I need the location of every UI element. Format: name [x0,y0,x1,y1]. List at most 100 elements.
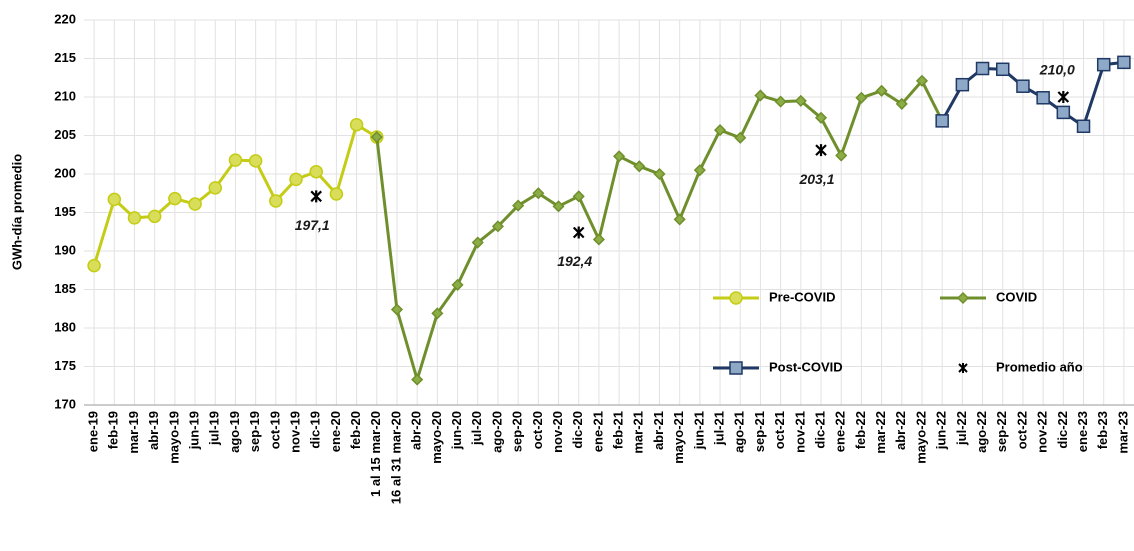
data-label: 203,1 [798,171,834,187]
point [975,61,990,76]
x-tick-label: ago-20 [489,411,504,453]
point [673,213,686,226]
legend-label: COVID [996,289,1037,304]
x-tick-label: ago-22 [974,411,989,453]
y-tick-label: 195 [54,204,76,219]
point [855,91,868,104]
data-label: 192,4 [557,253,592,269]
point [955,77,970,92]
x-tick-label: ene-21 [590,411,605,452]
x-tick-label: sep-20 [510,411,525,452]
y-tick-label: 200 [54,165,76,180]
x-tick-label: oct-20 [530,411,545,449]
point [875,84,888,97]
point [754,89,767,102]
average-marker [310,190,322,203]
x-tick-label: jun-22 [934,411,949,450]
x-tick-label: feb-21 [611,411,626,449]
x-tick-label: sep-22 [994,411,1009,452]
point [532,187,545,200]
point [572,190,585,203]
point [693,164,706,177]
x-tick-label: jun-19 [186,411,201,450]
point [471,236,484,249]
x-tick-label: mayo-20 [429,411,444,464]
x-tick-label: ene-23 [1075,411,1090,452]
x-tick-label: feb-23 [1095,411,1110,449]
point [613,150,626,163]
legend-label: Promedio año [996,359,1083,374]
y-tick-label: 190 [54,242,76,257]
average-marker [1057,91,1070,103]
point [734,131,747,144]
x-tick-label: jul-21 [711,411,726,446]
x-tick-label: jul-20 [469,411,484,446]
point [329,187,344,201]
x-tick-label: dic-19 [308,411,323,449]
x-tick-label: jul-19 [207,411,222,446]
data-label: 210,0 [1039,62,1075,78]
average-marker [815,144,827,157]
x-tick-label: ago-19 [227,411,242,453]
x-tick-label: feb-20 [348,411,363,449]
x-tick-label: abr-21 [651,411,666,450]
y-tick-label: 180 [54,319,76,334]
x-tick-label: nov-20 [550,411,565,453]
y-tick-label: 170 [54,396,76,411]
legend-label: Pre-COVID [769,289,835,304]
x-tick-label: nov-21 [792,411,807,453]
point [370,130,383,144]
point [411,373,424,386]
x-tick-label: jun-20 [449,411,464,450]
x-tick-label: sep-21 [752,411,767,452]
point [390,303,404,316]
point [794,94,807,107]
legend-marker [956,291,970,305]
point [1117,55,1131,70]
point [1036,91,1050,105]
point [633,160,646,173]
point [269,194,283,208]
x-tick-label: ago-21 [732,411,747,453]
point [996,62,1010,77]
x-tick-label: dic-22 [1055,411,1070,449]
point [87,258,101,273]
x-tick-label: mayo-22 [913,411,928,464]
x-tick-label: mar-19 [126,411,141,454]
x-tick-label: mayo-19 [166,411,181,464]
x-tick-label: nov-19 [287,411,302,453]
point [915,74,929,87]
y-tick-label: 175 [54,358,76,373]
point [168,191,182,206]
x-tick-label: nov-22 [1035,411,1050,453]
point [592,233,605,246]
data-label: 197,1 [295,217,330,233]
y-axis-label: GWh-día promedio [9,154,24,270]
point [188,197,202,211]
x-tick-label: feb-19 [106,411,121,449]
x-tick-label: feb-22 [853,411,868,449]
average-marker [572,226,585,239]
point [1016,79,1030,93]
x-tick-label: abr-19 [146,411,161,450]
x-tick-label: mayo-21 [671,411,686,464]
x-tick-label: oct-22 [1014,411,1029,449]
x-tick-label: jul-22 [954,411,969,446]
point [289,172,303,187]
x-tick-label: ene-22 [833,411,848,452]
x-tick-label: 16 al 31 mar-20 [388,411,403,504]
point [935,114,949,128]
point [147,209,162,224]
point [431,307,444,320]
y-tick-label: 220 [54,11,76,26]
point [208,181,222,195]
point [491,220,505,233]
point [653,167,666,181]
legend-marker [729,361,743,375]
point [552,200,565,213]
series-line [940,60,1125,128]
y-tick-label: 215 [54,50,76,65]
y-tick-label: 205 [54,127,76,142]
y-tick-label: 210 [54,88,76,103]
